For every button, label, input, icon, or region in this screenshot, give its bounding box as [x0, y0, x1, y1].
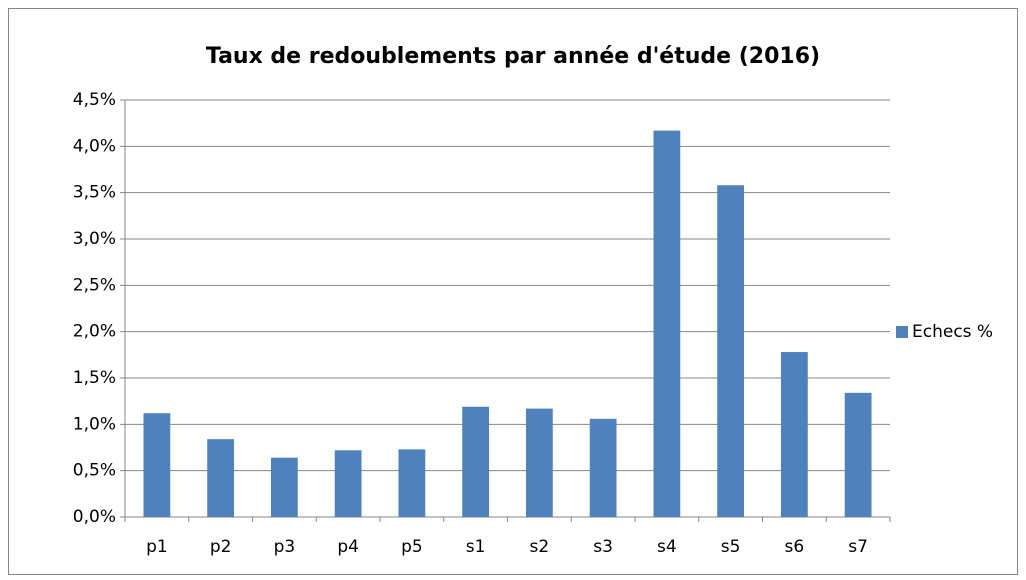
bar	[462, 406, 490, 517]
y-tick-label: 2,5%	[73, 275, 116, 295]
bar	[844, 392, 872, 517]
legend-label: Echecs %	[912, 322, 993, 342]
y-tick-label: 3,5%	[73, 183, 116, 203]
chart-title: Taux de redoublements par année d'étude …	[206, 44, 820, 69]
bar	[270, 457, 298, 517]
x-tick-label: p4	[337, 537, 359, 557]
x-tick-label: s6	[785, 537, 805, 557]
y-tick-label: 4,5%	[73, 90, 116, 110]
bar	[589, 418, 617, 517]
x-tick-label: p2	[210, 537, 232, 557]
x-tick-label: s3	[593, 537, 613, 557]
bar	[398, 449, 426, 517]
y-tick-label: 1,5%	[73, 368, 116, 388]
bar	[653, 130, 681, 517]
y-tick-label: 0,0%	[73, 507, 116, 527]
x-tick-label: p1	[146, 537, 168, 557]
bar	[334, 450, 362, 517]
y-tick-label: 2,0%	[73, 322, 116, 342]
y-tick-label: 3,0%	[73, 229, 116, 249]
x-tick-label: s5	[721, 537, 741, 557]
x-tick-label: s7	[848, 537, 868, 557]
bar	[525, 408, 553, 517]
x-tick-label: p5	[401, 537, 423, 557]
x-tick-label: s1	[466, 537, 486, 557]
x-tick-label: p3	[274, 537, 296, 557]
y-tick-label: 0,5%	[73, 461, 116, 481]
x-tick-label: s2	[530, 537, 550, 557]
y-tick-label: 4,0%	[73, 136, 116, 156]
bar	[143, 413, 171, 517]
legend-swatch	[896, 326, 908, 338]
bar	[780, 352, 808, 517]
y-tick-label: 1,0%	[73, 414, 116, 434]
bar	[207, 439, 235, 517]
x-tick-label: s4	[657, 537, 677, 557]
bar	[717, 185, 745, 517]
